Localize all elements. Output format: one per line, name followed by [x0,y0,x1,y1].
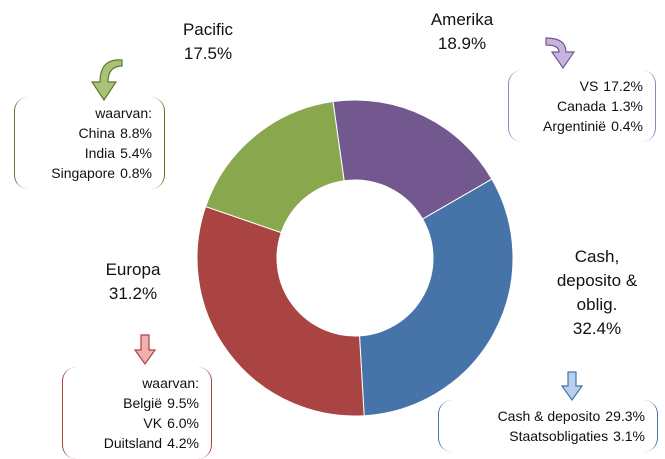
item-value: 0.4% [611,118,643,134]
slice [332,99,493,220]
breakdown-row: VK 6.0% [75,413,199,433]
breakdown-box: VS 17.2% Canada 1.3% Argentinië 0.4% [508,70,656,142]
breakdown-row: India 5.4% [27,143,152,163]
breakdown-row: Argentinië 0.4% [521,116,643,136]
breakdown-row: Staatsobligaties 3.1% [451,426,645,446]
breakdown-row: VS 17.2% [521,76,643,96]
breakdown-box: Cash & deposito 29.3% Staatsobligaties 3.1% [438,400,658,452]
value-label: 31.2% [108,284,158,303]
breakdown-title: waarvan: [95,105,152,121]
item-name: China [78,125,116,141]
arrow [560,371,584,402]
item-name: Canada [557,98,607,114]
slice-label: Cash, deposito & oblig. 32.4% [545,245,649,341]
breakdown-row: Duitsland 4.2% [75,433,199,453]
item-value: 0.8% [120,165,152,181]
value-label: 32.4% [572,319,622,338]
item-value: 4.2% [167,435,199,451]
item-name: België [123,395,163,411]
item-value: 1.3% [611,98,643,114]
breakdown-row: Canada 1.3% [521,96,643,116]
category-name: Europa [105,260,161,279]
breakdown-row: Cash & deposito 29.3% [451,406,645,426]
item-name: Staatsobligaties [509,428,609,444]
item-name: VS [579,78,599,94]
category-name: Cash, deposito & oblig. [556,247,638,314]
item-value: 6.0% [167,415,199,431]
value-label: 17.5% [183,44,233,63]
slice [204,100,345,234]
breakdown-row: China 8.8% [27,123,152,143]
item-name: Cash & deposito [497,408,601,424]
arrow [90,59,123,102]
breakdown-row: Singapore 0.8% [27,163,152,183]
slice-label: Amerika 18.9% [407,8,517,56]
slice [196,205,365,417]
item-value: 29.3% [605,408,645,424]
breakdown-title: waarvan: [142,375,199,391]
arrow [545,37,576,70]
category-name: Pacific [182,20,234,39]
category-name: Amerika [430,10,494,29]
arrows [90,37,584,402]
arrow [133,334,157,366]
value-label: 18.9% [437,34,487,53]
breakdown-row: België 9.5% [75,393,199,413]
item-name: VK [143,415,163,431]
breakdown-box: waarvan: China 8.8% India 5.4% Singapore 0.8% [14,97,165,189]
item-value: 9.5% [167,395,199,411]
item-value: 3.1% [613,428,645,444]
item-value: 17.2% [603,78,643,94]
item-name: Argentinië [543,118,607,134]
slice-label: Pacific 17.5% [153,18,263,66]
breakdown-box: waarvan: België 9.5% VK 6.0% Duitsland 4.2% [62,367,212,459]
slice-label: Europa 31.2% [78,258,188,306]
item-value: 5.4% [120,145,152,161]
item-value: 8.8% [120,125,152,141]
item-name: Duitsland [103,435,163,451]
item-name: Singapore [51,165,116,181]
item-name: India [84,145,116,161]
slice [358,178,514,417]
